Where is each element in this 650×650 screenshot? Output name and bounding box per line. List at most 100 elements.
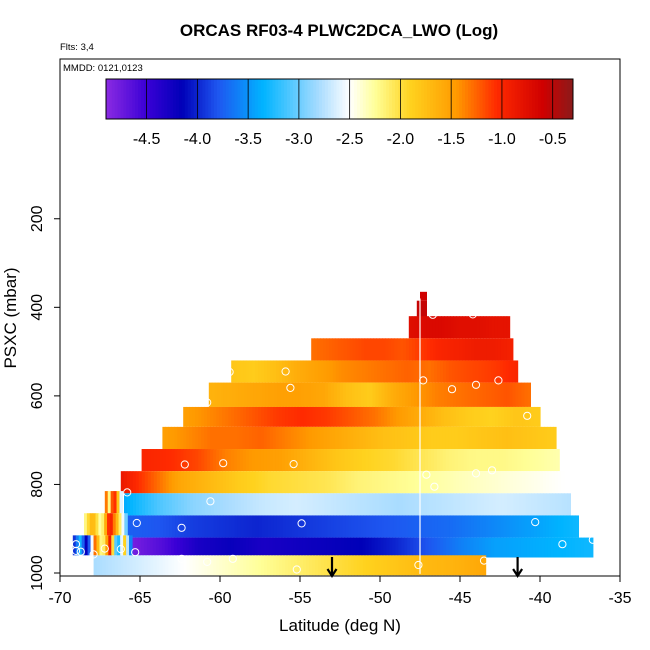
heatmap-cell (368, 449, 372, 472)
heatmap-cell (405, 493, 410, 516)
heatmap-cell (387, 406, 391, 427)
sample-point (203, 557, 212, 567)
heatmap-cell (397, 338, 401, 361)
heatmap-cell (326, 537, 331, 558)
heatmap-cell (489, 406, 493, 427)
heatmap-cell (243, 471, 248, 494)
heatmap-cell (345, 493, 350, 516)
heatmap-cell (177, 493, 182, 516)
heatmap-cell (513, 493, 518, 516)
heatmap-cell (290, 537, 295, 558)
heatmap-cell (180, 555, 184, 576)
heatmap-cell (329, 360, 334, 383)
heatmap-cell (571, 537, 576, 558)
heatmap-cell (547, 426, 551, 450)
heatmap-cell (330, 382, 335, 407)
heatmap-cell (447, 471, 451, 494)
heatmap-cell (282, 406, 286, 427)
heatmap-cell (123, 555, 128, 576)
heatmap-cell (465, 316, 469, 339)
colorbar-segment (231, 79, 235, 119)
heatmap-cell (244, 382, 249, 407)
heatmap-cell (468, 338, 472, 361)
heatmap-cell (174, 426, 178, 450)
heatmap-cell (459, 316, 463, 339)
heatmap-cell (192, 449, 196, 472)
heatmap-cell (556, 537, 561, 558)
heatmap-cell (248, 449, 253, 472)
heatmap-cell (311, 338, 315, 361)
heatmap-cell (231, 449, 235, 472)
heatmap-cell (429, 471, 433, 494)
heatmap-cell (110, 491, 115, 514)
heatmap-cell (330, 515, 334, 538)
colorbar-segment (254, 79, 259, 119)
heatmap-cell (123, 471, 128, 494)
heatmap-cell (231, 471, 236, 494)
heatmap-cell (297, 493, 302, 516)
heatmap-cell (252, 555, 256, 576)
heatmap-cell (375, 382, 380, 407)
heatmap-cell (308, 537, 313, 558)
colorbar-segment (392, 79, 396, 119)
heatmap-cell (165, 555, 170, 576)
heatmap-cell (431, 555, 436, 576)
heatmap-cell (339, 406, 343, 427)
heatmap-cell (392, 360, 396, 383)
heatmap-cell (368, 555, 373, 576)
colorbar-tick-label: -2.0 (387, 131, 415, 148)
heatmap-cell (266, 537, 271, 558)
colorbar-segment (561, 79, 565, 119)
colorbar-segment (403, 79, 408, 119)
heatmap-cell (431, 360, 435, 383)
colorbar-segment (330, 79, 335, 119)
heatmap-cell (378, 471, 382, 494)
heatmap-cell (312, 515, 317, 538)
heatmap-cell (353, 555, 358, 576)
heatmap-cell (513, 471, 517, 494)
colorbar-segment (511, 79, 516, 119)
heatmap-cell (270, 555, 274, 576)
heatmap-cell (234, 515, 239, 538)
heatmap-cell (282, 555, 286, 576)
heatmap-cell (447, 338, 452, 361)
heatmap-cell (399, 493, 404, 516)
heatmap-cell (484, 360, 489, 383)
heatmap-cell (360, 515, 364, 538)
heatmap-cell (356, 555, 361, 576)
heatmap-cell (359, 360, 364, 383)
heatmap-cell (390, 382, 395, 407)
heatmap-cell (366, 515, 370, 538)
heatmap-cell (485, 382, 490, 407)
heatmap-cell (135, 471, 140, 494)
heatmap-cell (558, 471, 562, 494)
heatmap-cell (452, 382, 457, 407)
heatmap-cell (302, 426, 307, 450)
heatmap-cell (479, 515, 484, 538)
heatmap-cell (321, 382, 326, 407)
heatmap-cell (442, 449, 447, 472)
colorbar-segment (260, 79, 265, 119)
heatmap-cell (90, 535, 95, 556)
heatmap-cell (265, 382, 269, 407)
heatmap-cell (509, 515, 514, 538)
heatmap-cell (283, 382, 287, 407)
heatmap-cell (275, 449, 280, 472)
heatmap-cell (150, 471, 155, 494)
heatmap-cell (293, 360, 298, 383)
heatmap-cell (254, 449, 259, 472)
heatmap-cell (389, 537, 393, 558)
colorbar-segment (278, 79, 282, 119)
heatmap-cell (430, 449, 435, 472)
heatmap-cell (183, 406, 187, 427)
heatmap-cell (332, 360, 337, 383)
heatmap-cell (135, 555, 140, 576)
sample-point (428, 310, 437, 319)
heatmap-cell (487, 360, 492, 383)
heatmap-cell (210, 406, 214, 427)
colorbar-segment (284, 79, 288, 119)
heatmap-cell (426, 316, 431, 339)
heatmap-cell (141, 493, 146, 516)
heatmap-cell (292, 382, 296, 407)
heatmap-cell (390, 471, 394, 494)
